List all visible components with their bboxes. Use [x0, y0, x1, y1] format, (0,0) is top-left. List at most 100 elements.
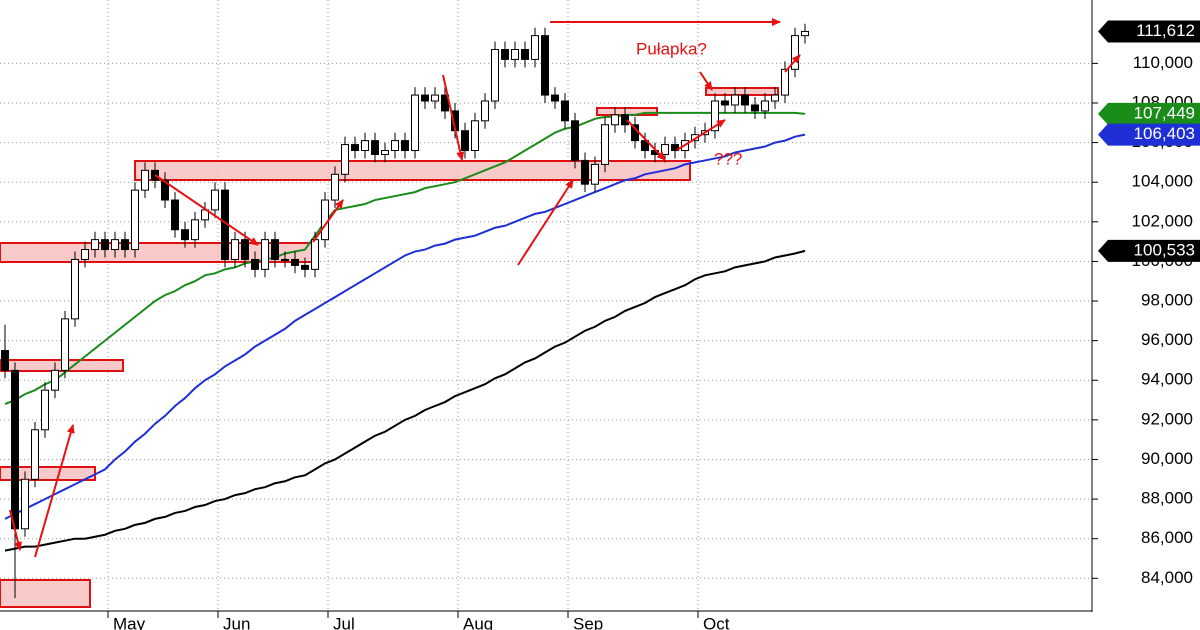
- candle-body: [621, 114, 629, 126]
- arrow: [154, 174, 259, 246]
- candle-body: [791, 35, 799, 70]
- arrow: [676, 119, 726, 151]
- candle-body: [611, 114, 619, 126]
- arrow: [9, 509, 22, 551]
- candle-body: [1, 350, 9, 371]
- candle-body: [541, 35, 549, 96]
- candle-body: [121, 239, 129, 251]
- candle-body: [781, 68, 789, 96]
- candle-body: [51, 369, 59, 391]
- price-badge-label: 107,449: [1134, 103, 1195, 122]
- candle-body: [261, 239, 269, 270]
- candles: [1, 23, 809, 599]
- annotation: ???: [714, 149, 742, 168]
- candle-body: [181, 229, 189, 241]
- candle-body: [641, 140, 649, 152]
- candle-body: [281, 258, 289, 261]
- price-badge: [1098, 20, 1200, 43]
- axis-labels: 84,000 86,000 88,000 90,000 92,000 94,000 96,0…: [107, 20, 1200, 630]
- candle-body: [31, 429, 39, 480]
- zones: [0, 87, 779, 608]
- candle-body: [21, 478, 29, 530]
- candle-body: [601, 124, 609, 165]
- annotation: Pułapka?: [636, 39, 707, 58]
- candle-body: [251, 258, 259, 270]
- y-tick-label: 86,000: [1141, 528, 1193, 547]
- candle-body: [411, 94, 419, 152]
- x-tick-label: Jun: [223, 614, 250, 630]
- moving-average: [4, 133, 806, 520]
- candle-body: [111, 239, 119, 251]
- candle-body: [211, 189, 219, 211]
- candle-body: [91, 239, 99, 251]
- arrow: [312, 199, 344, 243]
- candle-body: [481, 100, 489, 122]
- candle-body: [551, 94, 559, 102]
- candle-body: [361, 140, 369, 152]
- arrow: [34, 424, 75, 558]
- candle-body: [581, 159, 589, 185]
- candle-body: [731, 94, 739, 106]
- zone: [134, 160, 691, 181]
- candle-body: [11, 369, 19, 530]
- candle-body: [401, 140, 409, 152]
- candle-body: [711, 100, 719, 132]
- candle-body: [381, 150, 389, 155]
- candle-body: [671, 144, 679, 152]
- candle-body: [591, 163, 599, 185]
- moving-average: [4, 111, 806, 405]
- y-tick-label: 98,000: [1141, 291, 1193, 310]
- price-badge-label: 106,403: [1134, 124, 1195, 143]
- zone: [0, 579, 91, 608]
- arrow: [784, 54, 801, 73]
- candle-body: [321, 199, 329, 241]
- candle-body: [431, 94, 439, 102]
- y-tick-label: 110,000: [1133, 53, 1193, 72]
- candle-body: [81, 249, 89, 260]
- candle-body: [341, 144, 349, 175]
- candle-body: [371, 140, 379, 155]
- candle-body: [291, 258, 299, 266]
- y-tick-label: 84,000: [1141, 568, 1193, 587]
- arrow: [626, 119, 666, 161]
- price-badge-label: 100,533: [1134, 240, 1195, 259]
- price-badge: [1098, 123, 1200, 146]
- candle-body: [491, 49, 499, 102]
- candle-body: [561, 100, 569, 122]
- arrow: [517, 179, 574, 266]
- candle-body: [231, 239, 239, 260]
- x-tick-label: Sep: [573, 614, 603, 630]
- price-badge: [1098, 239, 1200, 262]
- candle-body: [41, 389, 49, 431]
- candle-body: [511, 49, 519, 60]
- candle-body: [721, 100, 729, 106]
- x-tick-label: May: [113, 614, 146, 630]
- zone: [705, 87, 779, 96]
- x-tick-label: Oct: [703, 614, 730, 630]
- arrow: [442, 74, 465, 161]
- y-tick-label: 90,000: [1141, 449, 1193, 468]
- y-tick-label: 96,000: [1141, 330, 1193, 349]
- y-tick-label: 94,000: [1141, 370, 1193, 389]
- candle-body: [571, 120, 579, 161]
- candle-body: [521, 49, 529, 60]
- candle-body: [171, 199, 179, 231]
- candle-body: [241, 239, 249, 260]
- price-badge: [1098, 102, 1200, 125]
- candle-body: [771, 94, 779, 102]
- y-tick-label: 102,000: [1132, 211, 1193, 230]
- candle-body: [191, 219, 199, 241]
- candle-body: [501, 49, 509, 60]
- candle-body: [761, 100, 769, 112]
- candle-body: [61, 318, 69, 371]
- candle-body: [421, 94, 429, 102]
- candle-body: [801, 30, 809, 37]
- candle-body: [71, 258, 79, 320]
- price-badge-label: 111,612: [1136, 21, 1195, 40]
- candle-body: [471, 120, 479, 152]
- candle-body: [461, 130, 469, 152]
- arrows: [9, 18, 801, 558]
- candle-body: [271, 239, 279, 260]
- candle-body: [751, 104, 759, 112]
